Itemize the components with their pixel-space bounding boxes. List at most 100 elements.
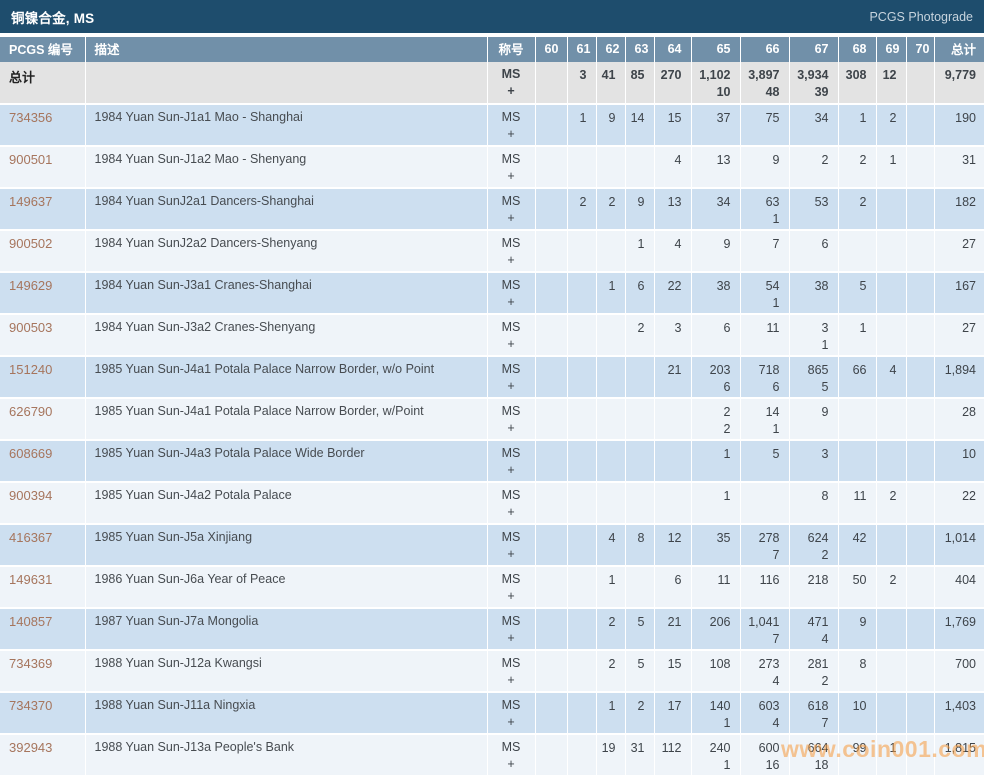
page-title: 铜镍合金, MS [11,10,95,26]
grade-cell-67: 53 [789,188,839,231]
table-row: 900503 1984 Yuan Sun-J3a2 Cranes-Shenyang… [0,314,984,357]
pcgs-number-link[interactable]: 149629 [9,278,53,293]
grade-cell-70 [906,272,935,315]
grade-cell-67: 865 5 [789,356,839,399]
coin-description: 1985 Yuan Sun-J4a1 Potala Palace Narrow … [85,398,488,441]
row-total: 27 [934,314,984,357]
grade-cell-67: 38 [789,272,839,315]
pcgs-number-link[interactable]: 734370 [9,698,53,713]
designation-cell: MS + [487,356,536,399]
column-header-63: 63 [625,37,655,62]
grade-cell-68: 10 [838,692,877,735]
grade-cell-64: 17 [654,692,692,735]
pcgs-number-link[interactable]: 900394 [9,488,53,503]
grade-cell-64: 4 [654,146,692,189]
grade-cell-68: 42 [838,524,877,567]
column-header-64: 64 [654,37,692,62]
designation-cell: MS + [487,272,536,315]
grade-cell-62: 2 [596,188,626,231]
designation-cell: MS + [487,398,536,441]
grade-cell-68: 99 [838,734,877,777]
designation-cell: MS + [487,188,536,231]
pcgs-number-link[interactable]: 151240 [9,362,53,377]
grade-cell-62: 41 [596,62,626,105]
coin-description: 1984 Yuan Sun-J3a2 Cranes-Shenyang [85,314,488,357]
coin-description: 1984 Yuan SunJ2a2 Dancers-Shenyang [85,230,488,273]
grade-cell-68 [838,398,877,441]
grade-cell-61 [567,356,597,399]
grade-cell-68: 8 [838,650,877,693]
grade-cell-70 [906,104,935,147]
pcgs-number-link[interactable]: 900502 [9,236,53,251]
pcgs-number-cell: 734369 [0,650,86,693]
grade-cell-66: 63 1 [740,188,790,231]
grade-cell-61 [567,482,597,525]
designation-cell: MS + [487,62,536,105]
pcgs-number-link[interactable]: 900501 [9,152,53,167]
row-total: 190 [934,104,984,147]
grade-cell-64: 3 [654,314,692,357]
grade-cell-66: 273 4 [740,650,790,693]
totals-row: 总计 MS + 3 41 85 270 1,102 10 3,897 48 3,934 39 308 12 9… [0,62,984,105]
grade-cell-63: 85 [625,62,655,105]
photograde-link[interactable]: PCGS Photograde [869,9,973,24]
designation-cell: MS + [487,104,536,147]
grade-cell-63 [625,356,655,399]
grade-cell-67: 3,934 39 [789,62,839,105]
grade-cell-66: 75 [740,104,790,147]
table-row: 734370 1988 Yuan Sun-J11a Ningxia MS +1 2 17 1… [0,692,984,735]
population-table: PCGS 编号 描述 称号 60 61 62 63 64 65 66 67 68 69 70 总计 总计 MS… [0,37,984,777]
grade-cell-70 [906,356,935,399]
grade-cell-68: 2 [838,188,877,231]
grade-cell-62: 4 [596,524,626,567]
coin-description: 1985 Yuan Sun-J4a1 Potala Palace Narrow … [85,356,488,399]
table-row: 149637 1984 Yuan SunJ2a1 Dancers-Shanghai… [0,188,984,231]
grade-cell-61 [567,272,597,315]
grade-cell-61 [567,440,597,483]
pcgs-number-link[interactable]: 900503 [9,320,53,335]
grade-cell-66: 278 7 [740,524,790,567]
grade-cell-69: 2 [876,482,907,525]
designation-cell: MS + [487,146,536,189]
grade-cell-68: 1 [838,104,877,147]
pcgs-number-cell: 149637 [0,188,86,231]
grade-cell-68: 308 [838,62,877,105]
pcgs-number-cell: 149631 [0,566,86,609]
grade-cell-69: 4 [876,356,907,399]
grade-cell-62 [596,146,626,189]
grade-cell-60 [535,734,568,777]
grade-cell-60 [535,230,568,273]
coin-description: 1988 Yuan Sun-J11a Ningxia [85,692,488,735]
table-row: 900394 1985 Yuan Sun-J4a2 Potala Palace MS… [0,482,984,525]
grade-cell-67: 2 [789,146,839,189]
grade-cell-68: 11 [838,482,877,525]
grade-cell-62: 1 [596,566,626,609]
designation-cell: MS + [487,482,536,525]
table-row: 151240 1985 Yuan Sun-J4a1 Potala Palace N… [0,356,984,399]
grade-cell-61 [567,608,597,651]
grade-cell-60 [535,272,568,315]
grade-cell-67: 3 [789,440,839,483]
pcgs-number-link[interactable]: 608669 [9,446,53,461]
grade-cell-60 [535,482,568,525]
grade-cell-66: 7 [740,230,790,273]
table-row: 149629 1984 Yuan Sun-J3a1 Cranes-Shanghai… [0,272,984,315]
pcgs-number-link[interactable]: 626790 [9,404,53,419]
grade-cell-69 [876,440,907,483]
pcgs-number-link[interactable]: 149631 [9,572,53,587]
pcgs-number-cell: 149629 [0,272,86,315]
pcgs-number-link[interactable]: 734369 [9,656,53,671]
pcgs-number-link[interactable]: 416367 [9,530,53,545]
grade-cell-67: 624 2 [789,524,839,567]
pcgs-number-link[interactable]: 140857 [9,614,53,629]
pcgs-number-link[interactable]: 392943 [9,740,53,755]
grade-cell-69 [876,650,907,693]
grade-cell-63: 2 [625,692,655,735]
grade-cell-67: 664 18 [789,734,839,777]
pcgs-number-link[interactable]: 149637 [9,194,53,209]
pcgs-number-link[interactable]: 734356 [9,110,53,125]
table-row: 734356 1984 Yuan Sun-J1a1 Mao - Shanghai M… [0,104,984,147]
grade-cell-65: 35 [691,524,741,567]
grade-cell-67: 618 7 [789,692,839,735]
grade-cell-66: 600 16 [740,734,790,777]
